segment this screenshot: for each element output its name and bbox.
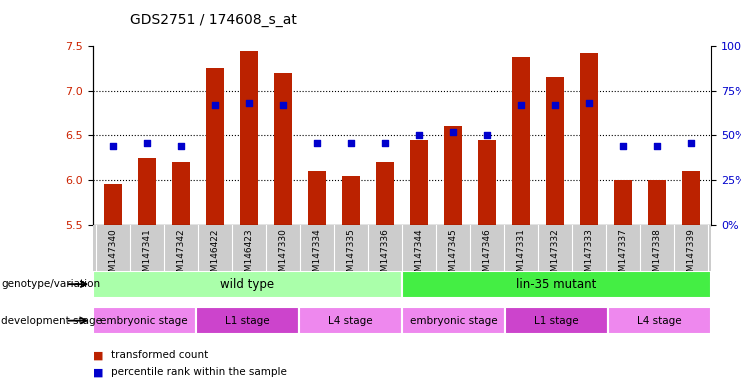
Text: GSM147344: GSM147344: [414, 228, 424, 283]
Text: GSM147336: GSM147336: [380, 228, 390, 283]
Text: GSM147338: GSM147338: [653, 228, 662, 283]
Bar: [172, 162, 190, 225]
Point: [175, 143, 187, 149]
Text: GSM147345: GSM147345: [448, 228, 457, 283]
Bar: [478, 140, 496, 225]
Bar: [239, 51, 259, 225]
Bar: [545, 77, 565, 225]
Point: [243, 100, 255, 106]
Bar: [138, 158, 156, 225]
Text: lin-35 mutant: lin-35 mutant: [516, 278, 597, 291]
Text: GSM147332: GSM147332: [551, 228, 559, 283]
Text: embryonic stage: embryonic stage: [100, 316, 188, 326]
Text: ■: ■: [93, 367, 103, 377]
Bar: [648, 180, 666, 225]
Text: GDS2751 / 174608_s_at: GDS2751 / 174608_s_at: [130, 13, 296, 27]
Text: GSM147342: GSM147342: [176, 228, 185, 283]
Text: embryonic stage: embryonic stage: [410, 316, 497, 326]
Text: wild type: wild type: [220, 278, 274, 291]
Point: [141, 139, 153, 146]
Point: [209, 102, 221, 108]
Point: [651, 143, 663, 149]
Text: ■: ■: [93, 350, 103, 360]
Text: GSM147337: GSM147337: [619, 228, 628, 283]
Point: [685, 139, 697, 146]
Point: [617, 143, 629, 149]
Point: [311, 139, 323, 146]
Bar: [410, 140, 428, 225]
Bar: [608, 307, 711, 334]
Text: GSM147330: GSM147330: [279, 228, 288, 283]
Point: [447, 129, 459, 135]
Text: GSM147346: GSM147346: [482, 228, 491, 283]
Point: [481, 132, 493, 139]
Bar: [511, 57, 531, 225]
Bar: [505, 307, 608, 334]
Bar: [93, 271, 402, 298]
Text: percentile rank within the sample: percentile rank within the sample: [111, 367, 287, 377]
Point: [277, 102, 289, 108]
Text: GSM147335: GSM147335: [347, 228, 356, 283]
Text: genotype/variation: genotype/variation: [1, 279, 101, 289]
Text: GSM147340: GSM147340: [108, 228, 118, 283]
Text: GSM147339: GSM147339: [686, 228, 696, 283]
Text: GSM146422: GSM146422: [210, 228, 219, 283]
Bar: [196, 307, 299, 334]
Text: L1 stage: L1 stage: [225, 316, 270, 326]
Bar: [299, 307, 402, 334]
Text: GSM147341: GSM147341: [142, 228, 151, 283]
Point: [583, 100, 595, 106]
Bar: [273, 73, 293, 225]
Bar: [614, 180, 632, 225]
Text: GSM147334: GSM147334: [313, 228, 322, 283]
Bar: [402, 271, 711, 298]
Point: [379, 139, 391, 146]
Text: GSM147331: GSM147331: [516, 228, 525, 283]
Bar: [104, 184, 122, 225]
Point: [413, 132, 425, 139]
Bar: [93, 307, 196, 334]
Bar: [579, 53, 598, 225]
Text: transformed count: transformed count: [111, 350, 208, 360]
Text: L1 stage: L1 stage: [534, 316, 579, 326]
Bar: [308, 171, 326, 225]
Text: GSM147333: GSM147333: [585, 228, 594, 283]
Bar: [444, 126, 462, 225]
Bar: [682, 171, 700, 225]
Point: [107, 143, 119, 149]
Point: [549, 102, 561, 108]
Text: GSM146423: GSM146423: [245, 228, 253, 283]
Text: L4 stage: L4 stage: [637, 316, 682, 326]
Bar: [206, 68, 225, 225]
Bar: [402, 307, 505, 334]
Bar: [342, 175, 360, 225]
Bar: [376, 162, 394, 225]
Text: L4 stage: L4 stage: [328, 316, 373, 326]
Text: development stage: development stage: [1, 316, 102, 326]
Point: [515, 102, 527, 108]
Point: [345, 139, 357, 146]
